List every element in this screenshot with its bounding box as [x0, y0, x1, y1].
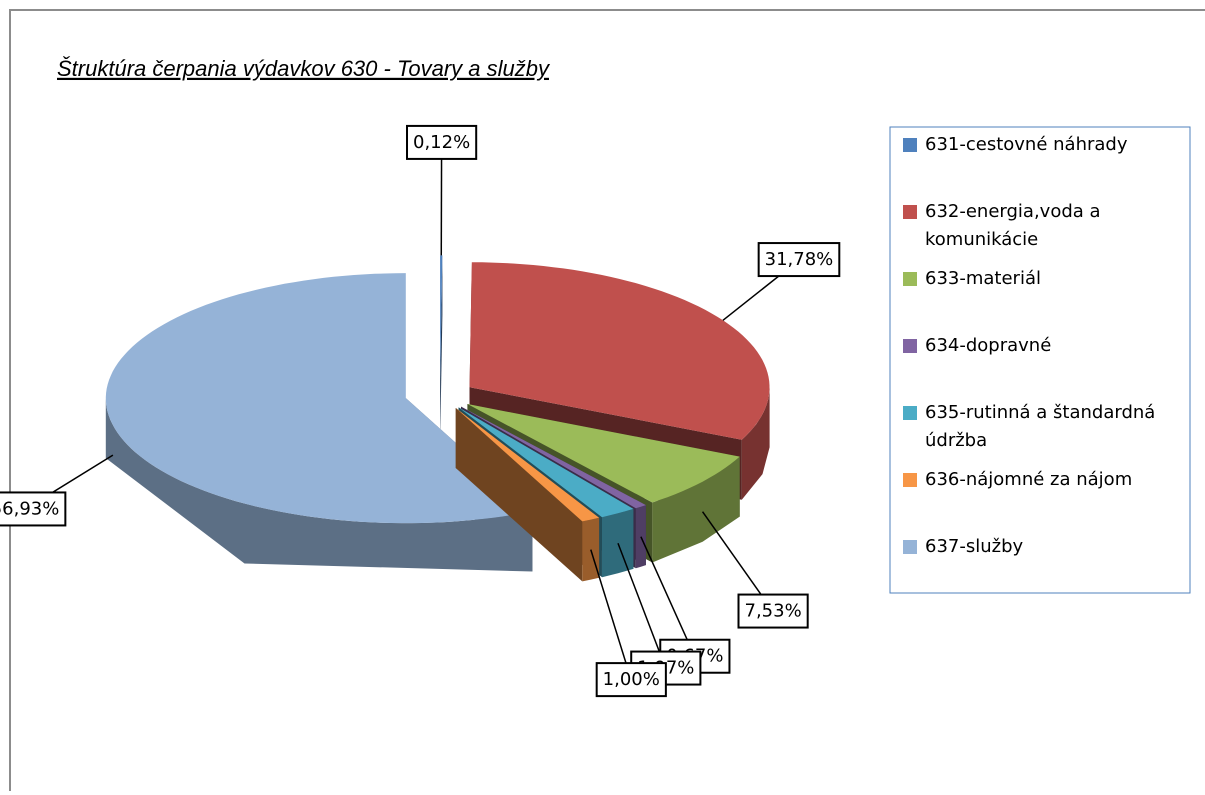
legend-label-line: údržba	[925, 430, 987, 451]
data-label: 56,93%	[0, 498, 59, 519]
legend-swatch	[903, 138, 917, 152]
legend-label-line: 632-energia,voda a	[925, 201, 1101, 222]
slice-wall	[636, 505, 646, 568]
slice-wall	[582, 518, 599, 582]
legend-swatch	[903, 339, 917, 353]
legend-box	[890, 127, 1190, 593]
data-label: 0,12%	[413, 132, 470, 153]
legend-swatch	[903, 205, 917, 219]
legend-label-line: 635-rutinná a štandardná	[925, 402, 1155, 423]
legend-swatch	[903, 272, 917, 286]
legend-swatch	[903, 473, 917, 487]
chart-title: Štruktúra čerpania výdavkov 630 - Tovary…	[57, 56, 551, 81]
legend-label: 631-cestovné náhrady	[925, 134, 1128, 155]
legend-swatch	[903, 540, 917, 554]
legend-label: 633-materiál	[925, 268, 1041, 289]
legend-label: 634-dopravné	[925, 335, 1051, 356]
legend-swatch	[903, 406, 917, 420]
legend-label: 636-nájomné za nájom	[925, 469, 1132, 490]
data-label: 7,53%	[745, 601, 802, 622]
slice-wall	[602, 509, 633, 577]
data-label: 1,00%	[603, 669, 660, 690]
legend-label-line: komunikácie	[925, 229, 1038, 250]
data-label: 31,78%	[765, 249, 834, 270]
legend-label: 637-služby	[925, 536, 1024, 557]
